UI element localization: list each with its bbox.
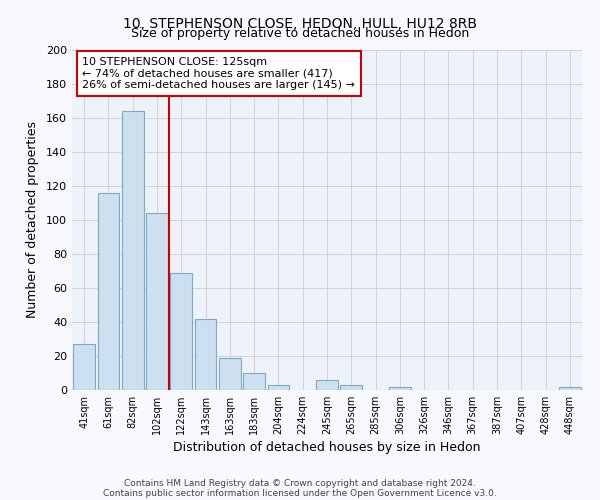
Text: Contains HM Land Registry data © Crown copyright and database right 2024.: Contains HM Land Registry data © Crown c… (124, 478, 476, 488)
Bar (219, 358, 241, 390)
Y-axis label: Number of detached properties: Number of detached properties (26, 122, 39, 318)
Bar (340, 385, 362, 390)
Text: Contains public sector information licensed under the Open Government Licence v3: Contains public sector information licen… (103, 488, 497, 498)
Bar (97, 193, 119, 390)
Text: Size of property relative to detached houses in Hedon: Size of property relative to detached ho… (131, 28, 469, 40)
Bar (73, 344, 95, 390)
X-axis label: Distribution of detached houses by size in Hedon: Distribution of detached houses by size … (173, 441, 481, 454)
Bar (146, 213, 168, 390)
Bar (316, 380, 338, 390)
Text: 10, STEPHENSON CLOSE, HEDON, HULL, HU12 8RB: 10, STEPHENSON CLOSE, HEDON, HULL, HU12 … (123, 18, 477, 32)
Bar (122, 111, 143, 390)
Text: 10 STEPHENSON CLOSE: 125sqm
← 74% of detached houses are smaller (417)
26% of se: 10 STEPHENSON CLOSE: 125sqm ← 74% of det… (82, 57, 355, 90)
Bar (243, 373, 265, 390)
Bar (268, 385, 289, 390)
Bar (559, 386, 581, 390)
Bar (170, 272, 192, 390)
Bar (194, 318, 217, 390)
Bar (389, 386, 411, 390)
